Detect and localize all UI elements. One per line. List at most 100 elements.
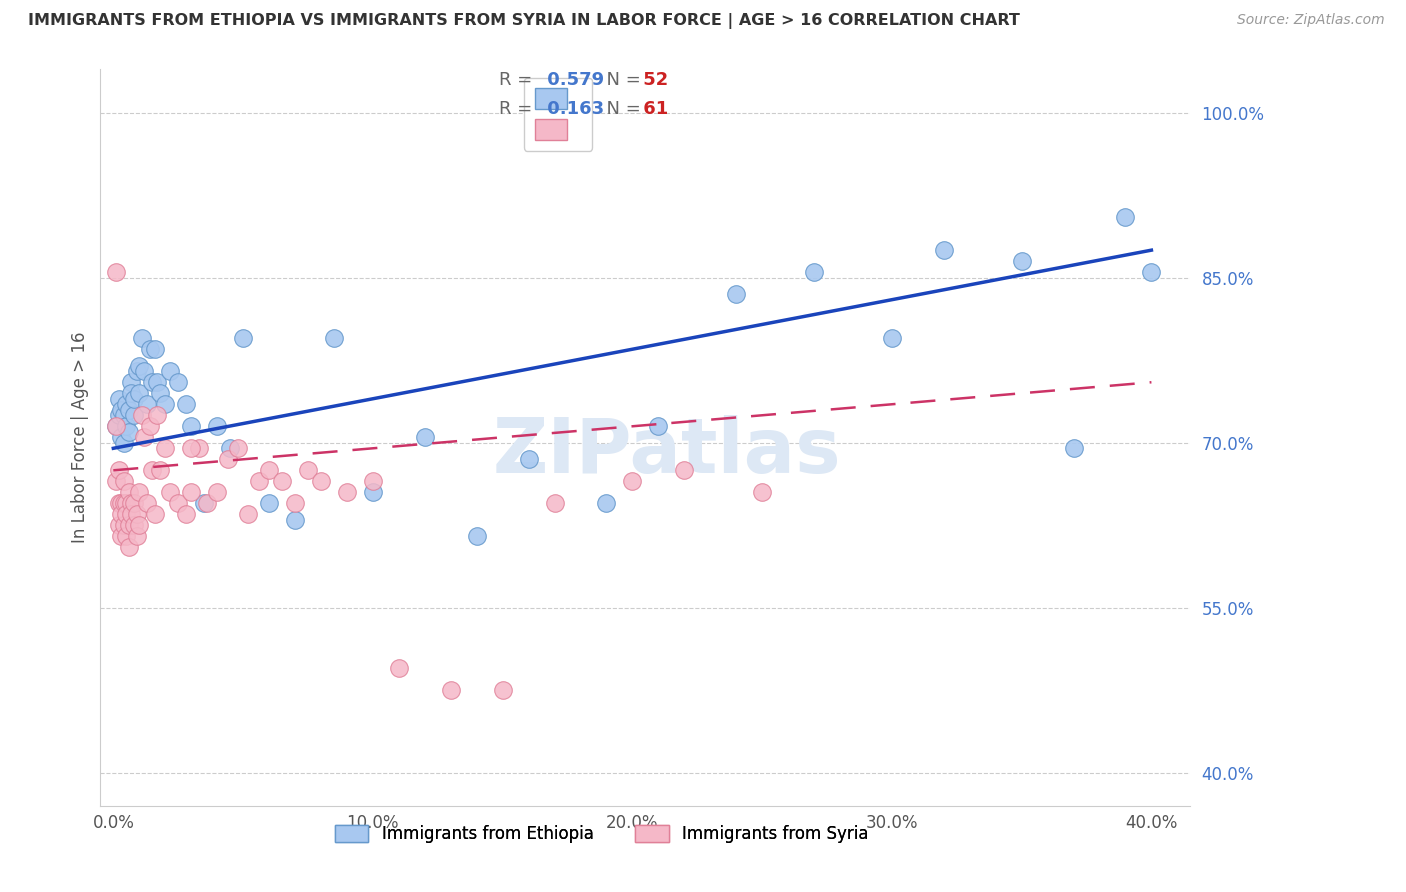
Point: [647, 419, 669, 434]
Point: [112, 496, 135, 510]
Point: [1011, 254, 1033, 268]
Point: [143, 508, 166, 522]
Point: [141, 463, 163, 477]
Text: R =: R =: [499, 71, 533, 89]
Point: [107, 496, 129, 510]
Point: [361, 475, 384, 489]
Point: [193, 496, 215, 510]
Point: [180, 485, 202, 500]
Text: R =: R =: [499, 100, 533, 118]
Point: [131, 409, 153, 423]
Text: 61: 61: [637, 100, 668, 118]
Point: [803, 265, 825, 279]
Point: [595, 496, 617, 510]
Point: [232, 331, 254, 345]
Point: [125, 529, 148, 543]
Point: [118, 485, 141, 500]
Point: [1114, 210, 1136, 224]
Point: [322, 331, 344, 345]
Point: [115, 419, 138, 434]
Point: [112, 475, 135, 489]
Point: [125, 508, 148, 522]
Point: [284, 496, 307, 510]
Point: [159, 364, 181, 378]
Point: [104, 419, 127, 434]
Text: 0.163: 0.163: [541, 100, 605, 118]
Text: 0.579: 0.579: [541, 71, 605, 89]
Point: [128, 386, 150, 401]
Point: [543, 496, 565, 510]
Point: [361, 485, 384, 500]
Point: [621, 475, 644, 489]
Point: [257, 463, 280, 477]
Point: [112, 435, 135, 450]
Point: [180, 442, 202, 456]
Point: [118, 402, 141, 417]
Point: [118, 541, 141, 555]
Point: [257, 496, 280, 510]
Legend: Immigrants from Ethiopia, Immigrants from Syria: Immigrants from Ethiopia, Immigrants fro…: [329, 818, 875, 849]
Point: [134, 430, 156, 444]
Point: [188, 442, 211, 456]
Point: [134, 364, 156, 378]
Point: [297, 463, 319, 477]
Point: [174, 508, 197, 522]
Point: [112, 518, 135, 533]
Point: [180, 419, 202, 434]
Point: [122, 409, 145, 423]
Point: [309, 475, 332, 489]
Text: IMMIGRANTS FROM ETHIOPIA VS IMMIGRANTS FROM SYRIA IN LABOR FORCE | AGE > 16 CORR: IMMIGRANTS FROM ETHIOPIA VS IMMIGRANTS F…: [28, 13, 1019, 29]
Point: [138, 343, 160, 357]
Point: [128, 518, 150, 533]
Point: [880, 331, 903, 345]
Text: ZIPatlas: ZIPatlas: [494, 415, 841, 489]
Text: N =: N =: [595, 100, 641, 118]
Text: 52: 52: [637, 71, 668, 89]
Point: [725, 287, 748, 301]
Point: [174, 397, 197, 411]
Point: [143, 343, 166, 357]
Point: [110, 496, 132, 510]
Point: [128, 485, 150, 500]
Point: [118, 425, 141, 439]
Point: [1063, 442, 1085, 456]
Point: [122, 496, 145, 510]
Point: [413, 430, 436, 444]
Point: [121, 496, 143, 510]
Point: [219, 442, 242, 456]
Point: [149, 463, 172, 477]
Point: [125, 364, 148, 378]
Point: [104, 265, 127, 279]
Point: [247, 475, 270, 489]
Point: [440, 683, 463, 698]
Point: [115, 397, 138, 411]
Point: [388, 661, 411, 675]
Point: [115, 508, 138, 522]
Point: [110, 430, 132, 444]
Point: [751, 485, 773, 500]
Point: [104, 419, 127, 434]
Point: [141, 376, 163, 390]
Point: [167, 496, 190, 510]
Point: [195, 496, 218, 510]
Point: [673, 463, 696, 477]
Point: [110, 402, 132, 417]
Point: [128, 359, 150, 373]
Y-axis label: In Labor Force | Age > 16: In Labor Force | Age > 16: [72, 332, 89, 543]
Point: [122, 518, 145, 533]
Point: [107, 463, 129, 477]
Point: [110, 529, 132, 543]
Point: [115, 496, 138, 510]
Point: [159, 485, 181, 500]
Point: [104, 475, 127, 489]
Point: [107, 409, 129, 423]
Point: [115, 529, 138, 543]
Point: [121, 508, 143, 522]
Point: [932, 243, 955, 257]
Point: [226, 442, 249, 456]
Point: [107, 392, 129, 406]
Point: [517, 452, 540, 467]
Point: [205, 419, 228, 434]
Point: [205, 485, 228, 500]
Point: [217, 452, 239, 467]
